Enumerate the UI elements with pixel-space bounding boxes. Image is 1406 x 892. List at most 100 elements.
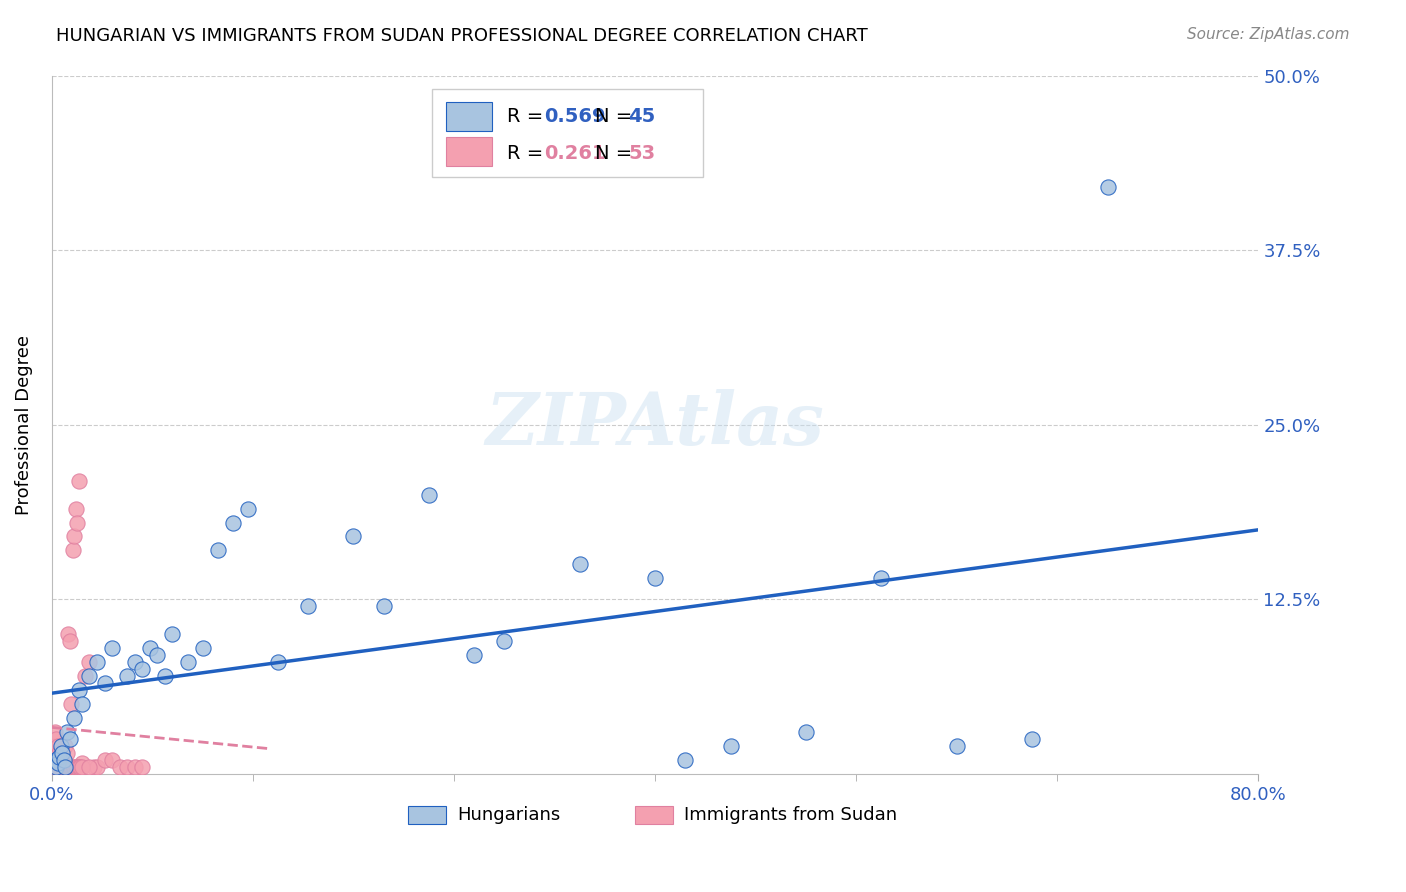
Point	[153, 669, 176, 683]
Point	[176, 655, 198, 669]
Point	[52, 757, 75, 772]
Point	[60, 760, 83, 774]
Text: R =: R =	[506, 144, 550, 162]
Point	[67, 474, 90, 488]
Point	[79, 669, 101, 683]
Point	[131, 662, 153, 676]
Text: Hungarians: Hungarians	[457, 806, 561, 824]
Text: 45: 45	[628, 107, 655, 127]
Point	[49, 750, 72, 764]
Point	[69, 760, 91, 774]
Point	[44, 760, 66, 774]
Point	[66, 516, 89, 530]
Point	[58, 627, 80, 641]
Point	[65, 760, 87, 774]
Y-axis label: Professional Degree: Professional Degree	[15, 334, 32, 515]
Point	[86, 760, 108, 774]
Point	[67, 683, 90, 698]
Text: 0.261: 0.261	[544, 144, 606, 162]
Point	[83, 760, 105, 774]
Point	[70, 697, 93, 711]
Point	[644, 571, 666, 585]
Point	[870, 571, 893, 585]
FancyBboxPatch shape	[634, 806, 673, 824]
Point	[44, 753, 66, 767]
Point	[60, 697, 83, 711]
Point	[131, 760, 153, 774]
Point	[58, 760, 80, 774]
Point	[49, 753, 72, 767]
Text: N =: N =	[595, 144, 638, 162]
Point	[73, 669, 96, 683]
FancyBboxPatch shape	[408, 806, 446, 824]
Point	[93, 753, 115, 767]
Text: 0.569: 0.569	[544, 107, 606, 127]
Point	[568, 558, 591, 572]
Point	[56, 725, 79, 739]
Point	[46, 756, 69, 770]
Point	[63, 529, 86, 543]
Point	[45, 760, 67, 774]
Point	[79, 760, 101, 774]
Point	[65, 501, 87, 516]
Point	[52, 753, 75, 767]
Text: Source: ZipAtlas.com: Source: ZipAtlas.com	[1187, 27, 1350, 42]
Point	[51, 746, 73, 760]
Point	[207, 543, 229, 558]
Point	[115, 669, 138, 683]
Point	[69, 760, 91, 774]
Point	[162, 627, 184, 641]
Point	[342, 529, 364, 543]
Text: R =: R =	[506, 107, 550, 127]
Point	[62, 760, 84, 774]
Point	[794, 725, 817, 739]
Point	[48, 746, 70, 760]
Point	[42, 760, 65, 774]
Point	[59, 732, 82, 747]
Text: HUNGARIAN VS IMMIGRANTS FROM SUDAN PROFESSIONAL DEGREE CORRELATION CHART: HUNGARIAN VS IMMIGRANTS FROM SUDAN PROFE…	[56, 27, 868, 45]
Point	[418, 487, 440, 501]
Point	[101, 753, 124, 767]
Point	[42, 753, 65, 767]
Text: N =: N =	[595, 107, 638, 127]
Point	[53, 760, 76, 774]
Point	[63, 760, 86, 774]
Point	[101, 641, 124, 656]
Point	[115, 760, 138, 774]
Point	[44, 739, 66, 753]
Point	[66, 760, 89, 774]
Point	[51, 760, 73, 774]
Point	[463, 648, 485, 663]
Point	[494, 634, 516, 648]
Point	[146, 648, 169, 663]
Point	[63, 711, 86, 725]
Point	[139, 641, 162, 656]
FancyBboxPatch shape	[432, 89, 703, 177]
Point	[51, 755, 73, 769]
Point	[59, 760, 82, 774]
Point	[86, 655, 108, 669]
Point	[49, 739, 72, 753]
Point	[59, 634, 82, 648]
Text: 53: 53	[628, 144, 655, 162]
FancyBboxPatch shape	[446, 102, 492, 131]
Point	[373, 599, 395, 614]
Point	[720, 739, 742, 753]
Text: Immigrants from Sudan: Immigrants from Sudan	[685, 806, 897, 824]
Point	[222, 516, 245, 530]
Point	[236, 501, 259, 516]
Point	[46, 739, 69, 753]
Point	[67, 760, 90, 774]
Point	[124, 760, 146, 774]
Point	[45, 760, 67, 774]
Point	[45, 732, 67, 747]
Point	[93, 676, 115, 690]
Point	[48, 750, 70, 764]
Point	[44, 725, 66, 739]
Point	[124, 655, 146, 669]
Point	[46, 760, 69, 774]
Point	[70, 760, 93, 774]
Point	[946, 739, 969, 753]
Point	[56, 746, 79, 760]
Point	[1097, 180, 1119, 194]
